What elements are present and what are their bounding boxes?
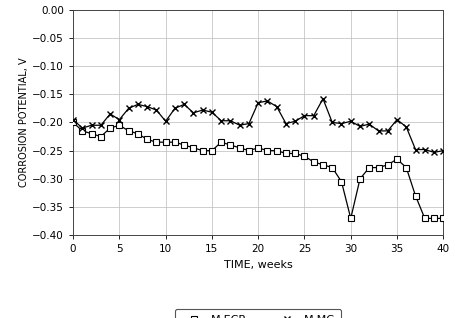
M-ECR xyxy=(191,146,196,150)
M-ECR xyxy=(348,217,353,220)
M-ECR xyxy=(274,149,279,153)
M-ECR xyxy=(441,217,446,220)
M-ECR xyxy=(292,152,298,156)
M-ECR xyxy=(172,140,178,144)
M-MC xyxy=(144,105,150,108)
M-MC xyxy=(98,123,104,127)
M-MC xyxy=(255,101,261,105)
M-ECR xyxy=(218,140,224,144)
X-axis label: TIME, weeks: TIME, weeks xyxy=(224,260,292,270)
M-MC xyxy=(117,118,122,121)
Legend: M-ECR, M-MC: M-ECR, M-MC xyxy=(175,308,341,318)
M-ECR xyxy=(98,135,104,138)
M-MC xyxy=(218,119,224,123)
M-MC xyxy=(181,102,187,106)
M-MC xyxy=(394,118,400,121)
M-MC xyxy=(228,119,233,123)
M-MC xyxy=(154,108,159,112)
Line: M-ECR: M-ECR xyxy=(70,120,446,221)
M-MC xyxy=(265,99,270,103)
M-ECR xyxy=(302,154,307,158)
M-ECR xyxy=(126,129,132,133)
M-MC xyxy=(292,119,298,123)
M-ECR xyxy=(311,160,316,164)
M-ECR xyxy=(394,157,400,161)
M-MC xyxy=(320,97,326,100)
M-MC xyxy=(348,119,353,123)
M-MC xyxy=(339,122,344,126)
M-ECR xyxy=(163,140,168,144)
M-MC xyxy=(422,148,427,151)
M-MC xyxy=(441,149,446,153)
M-MC xyxy=(126,107,132,110)
M-ECR xyxy=(329,166,335,169)
M-MC xyxy=(404,125,409,129)
M-MC xyxy=(311,114,316,118)
M-ECR xyxy=(117,123,122,127)
M-MC xyxy=(413,148,418,151)
M-ECR xyxy=(89,132,95,135)
M-ECR xyxy=(200,149,205,153)
M-MC xyxy=(376,129,381,133)
M-ECR xyxy=(413,194,418,198)
M-MC xyxy=(367,122,372,126)
M-MC xyxy=(283,122,289,126)
M-ECR xyxy=(135,132,141,135)
M-MC xyxy=(385,129,390,133)
M-MC xyxy=(107,112,113,116)
M-MC xyxy=(329,121,335,124)
M-MC xyxy=(357,124,363,128)
M-ECR xyxy=(283,152,289,156)
M-MC xyxy=(80,126,85,130)
M-MC xyxy=(302,114,307,118)
M-ECR xyxy=(431,217,437,220)
M-ECR xyxy=(70,121,76,124)
M-MC xyxy=(200,108,205,112)
M-ECR xyxy=(385,163,390,167)
M-MC xyxy=(209,110,215,114)
M-MC xyxy=(274,105,279,108)
M-ECR xyxy=(320,163,326,167)
M-ECR xyxy=(265,149,270,153)
M-ECR xyxy=(339,180,344,183)
M-ECR xyxy=(209,149,215,153)
M-ECR xyxy=(255,146,261,150)
M-ECR xyxy=(367,166,372,169)
M-ECR xyxy=(246,149,252,153)
M-MC xyxy=(237,123,242,127)
M-MC xyxy=(163,119,168,123)
M-ECR xyxy=(181,143,187,147)
M-ECR xyxy=(376,166,381,169)
M-ECR xyxy=(107,126,113,130)
Y-axis label: CORROSION POTENTIAL, V: CORROSION POTENTIAL, V xyxy=(20,58,29,187)
M-MC xyxy=(191,111,196,115)
M-MC xyxy=(172,107,178,110)
M-MC xyxy=(89,123,95,127)
M-ECR xyxy=(357,177,363,181)
M-MC xyxy=(246,122,252,126)
M-ECR xyxy=(228,143,233,147)
M-ECR xyxy=(404,166,409,169)
M-MC xyxy=(70,118,76,121)
M-ECR xyxy=(422,217,427,220)
M-ECR xyxy=(237,146,242,150)
M-MC xyxy=(135,102,141,106)
M-MC xyxy=(431,150,437,154)
M-ECR xyxy=(80,129,85,133)
Line: M-MC: M-MC xyxy=(70,96,446,156)
M-ECR xyxy=(144,137,150,141)
M-ECR xyxy=(154,140,159,144)
